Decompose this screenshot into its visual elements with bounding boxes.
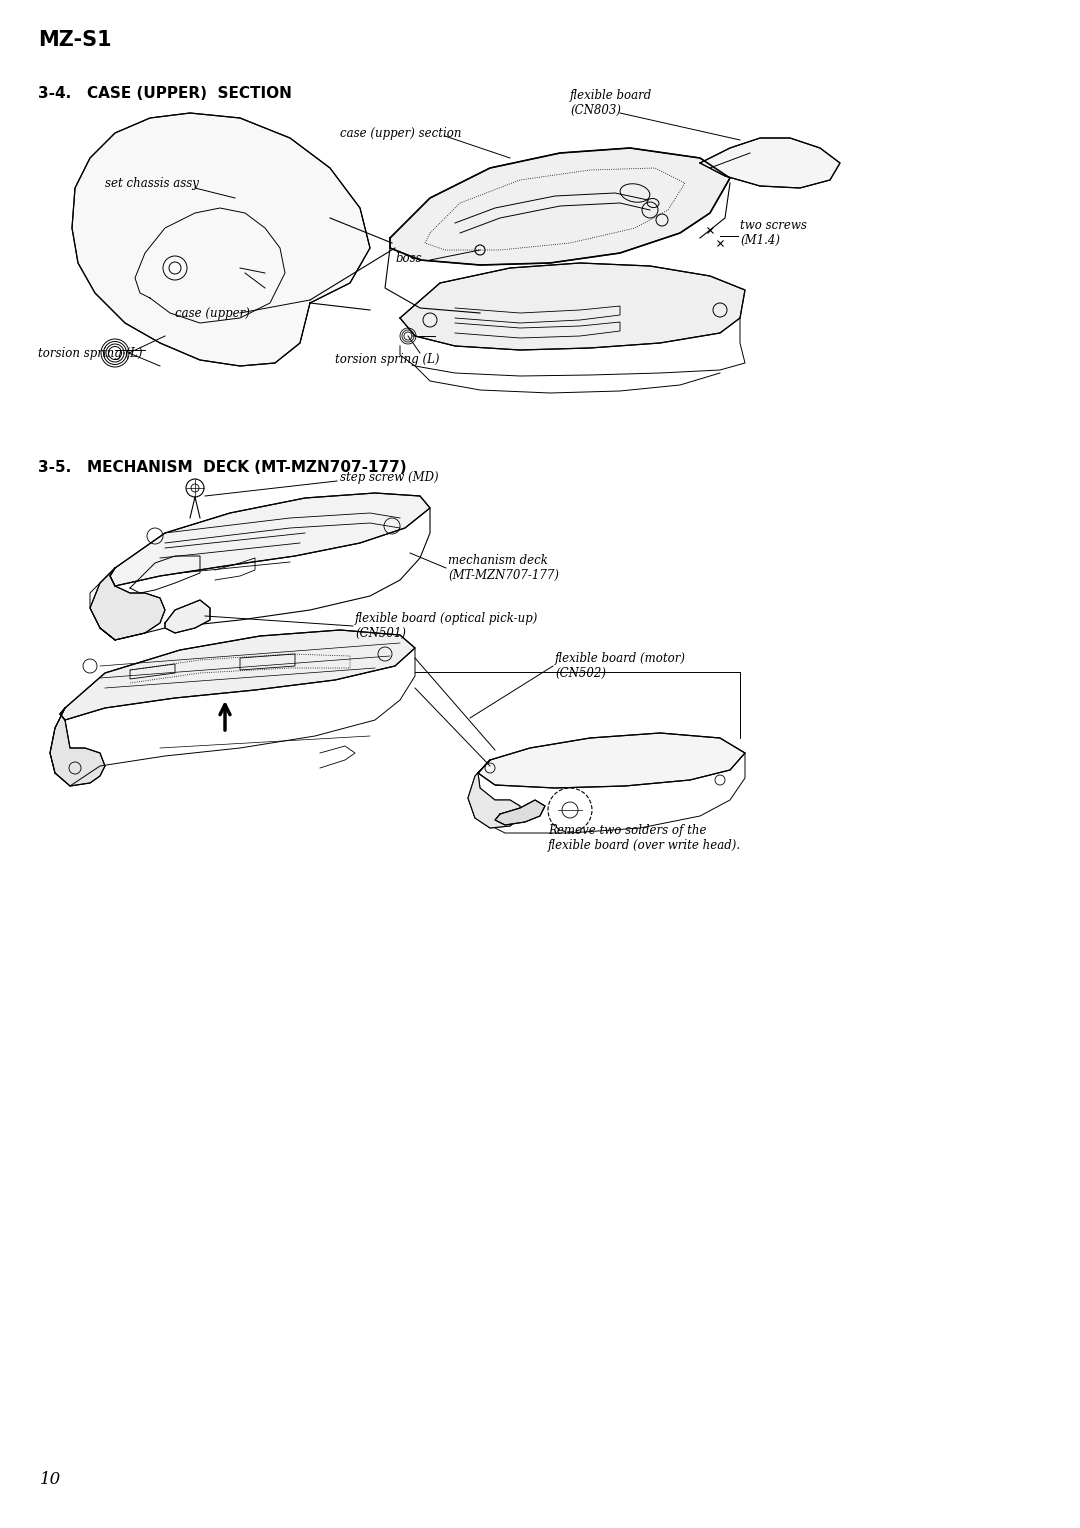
Text: torsion spring (L): torsion spring (L) xyxy=(38,347,143,359)
Text: flexible board
(CN803): flexible board (CN803) xyxy=(570,89,652,118)
Polygon shape xyxy=(90,568,165,640)
Polygon shape xyxy=(72,113,370,367)
Text: 3-4.   CASE (UPPER)  SECTION: 3-4. CASE (UPPER) SECTION xyxy=(38,86,292,101)
Polygon shape xyxy=(700,138,840,188)
Text: flexible board (motor)
(CN502): flexible board (motor) (CN502) xyxy=(555,652,686,680)
Polygon shape xyxy=(468,759,519,828)
Polygon shape xyxy=(60,630,415,720)
Polygon shape xyxy=(50,707,105,785)
Text: step screw (MD): step screw (MD) xyxy=(340,472,438,484)
Text: flexible board (optical pick-up)
(CN501): flexible board (optical pick-up) (CN501) xyxy=(355,613,538,640)
Text: set chassis assy: set chassis assy xyxy=(105,177,199,189)
Text: torsion spring (L): torsion spring (L) xyxy=(335,353,440,367)
Polygon shape xyxy=(478,733,745,788)
Text: case (upper): case (upper) xyxy=(175,307,249,319)
Polygon shape xyxy=(400,263,745,350)
Polygon shape xyxy=(110,494,430,587)
Text: 3-5.   MECHANISM  DECK (MT-MZN707-177): 3-5. MECHANISM DECK (MT-MZN707-177) xyxy=(38,460,407,475)
Text: two screws
(M1.4): two screws (M1.4) xyxy=(740,219,807,248)
Text: boss: boss xyxy=(395,252,421,264)
Polygon shape xyxy=(390,148,730,264)
Polygon shape xyxy=(165,601,210,633)
Text: Remove two solders of the
flexible board (over write head).: Remove two solders of the flexible board… xyxy=(548,824,741,853)
Text: case (upper) section: case (upper) section xyxy=(340,127,461,139)
Text: MZ-S1: MZ-S1 xyxy=(38,31,111,50)
Polygon shape xyxy=(495,801,545,825)
Text: mechanism deck
(MT-MZN707-177): mechanism deck (MT-MZN707-177) xyxy=(448,555,559,582)
Circle shape xyxy=(186,478,204,497)
Text: 10: 10 xyxy=(40,1471,62,1488)
